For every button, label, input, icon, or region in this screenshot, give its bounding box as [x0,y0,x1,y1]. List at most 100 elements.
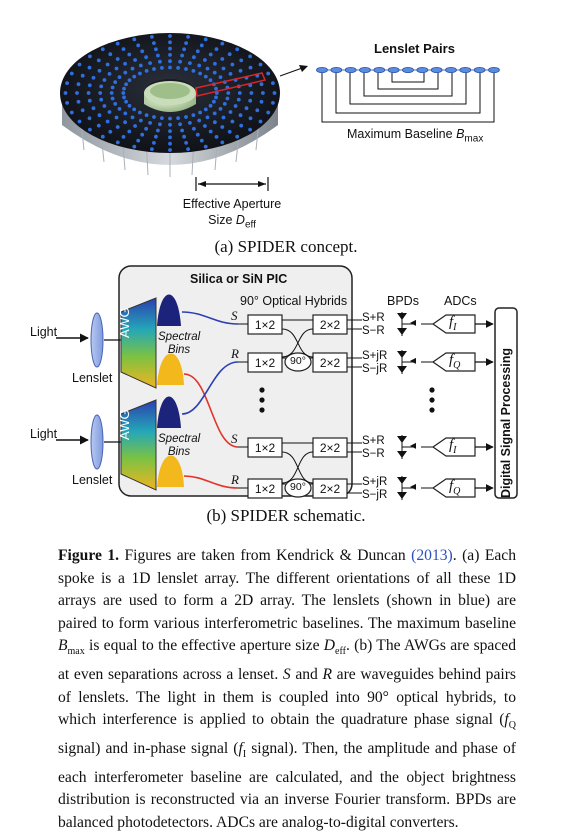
disc-lenslet [77,119,82,124]
disc-lenslet [65,101,69,105]
disc-lenslet [226,91,231,95]
disc-lenslet [220,140,225,145]
output-label: S−jR [362,363,388,375]
disc-lenslet [156,128,160,133]
disc-lenslet [113,102,118,106]
dsp-box [494,307,518,499]
disc-lenslet [255,108,260,113]
disc-lenslet [212,111,217,116]
coupler-2x2-label: 2×2 [319,482,341,496]
disc-lenslet [140,132,145,137]
disc-lenslet [150,35,154,39]
disc-lenslet [249,91,254,95]
disc-lenslet [87,98,92,103]
coupler-2x2 [312,352,348,373]
disc-lenslet [238,68,243,73]
disc-lenslet [205,66,210,71]
disc-lenslet [220,41,225,46]
disc-lenslet [113,80,118,84]
output-label: S+jR [362,476,388,488]
disc-lenslet [184,115,188,119]
lenslet-pairs-title: Lenslet Pairs [374,41,455,56]
disc-lenslet [76,82,81,87]
disc-lenslet [227,129,232,134]
disc-lenslet [121,47,126,51]
disc-lenslet [136,43,141,48]
disc-lenslet [197,63,202,68]
disc-lenslet [97,113,102,118]
disc-lenslet [271,81,275,85]
disc-lenslet [214,47,219,51]
disc-lenslet [102,78,107,82]
ellipsis-dot [429,387,435,393]
light-label-top: Light [30,325,58,339]
disc-lenslet [248,54,253,59]
bpd-diode [397,477,407,484]
disc-lenslet [178,59,183,64]
disc-lenslet [132,144,137,149]
input-label: R [231,472,239,487]
disc-lenslet [136,138,141,143]
bpds-title: BPDs [387,294,419,308]
disc-lenslet [127,129,132,134]
coupler-2x2 [312,437,348,458]
disc-lenslet [138,110,142,115]
citation-link[interactable]: (2013) [411,547,453,564]
disc-lenslet [168,34,172,38]
output-label: S+jR [362,350,388,362]
disc-lenslet [158,122,162,127]
lenslet-bottom [90,414,104,470]
adc-label: fQ [449,478,461,497]
input-label: S [231,308,238,323]
disc-lenslet [258,62,263,67]
disc-lenslet [214,86,218,91]
awg-label-bottom: AWG [117,409,132,440]
disc-lenslet [184,141,189,145]
disc-lenslet [80,73,85,78]
disc-lenslet [110,85,115,90]
figure-caption-paragraph: Figure 1. Figures are taken from Kendric… [58,547,516,831]
arrow-to-pairs [279,65,308,77]
phase-shifter [284,352,312,372]
phase-shifter [284,478,312,498]
disc-lenslet [220,125,225,129]
awg-label-top: AWG [117,307,132,338]
disc-lenslet [77,62,82,67]
disc-lenslet [186,147,191,152]
disc-lenslet [98,91,103,95]
input-optics [56,312,122,470]
disc-lenslet [117,75,122,79]
disc-lenslet [144,113,149,117]
disc-lenslet [130,115,135,120]
disc-lenslet [182,134,187,139]
disc-lenslet [124,99,128,104]
output-label: S−R [362,325,385,337]
disc-lenslet [132,107,137,112]
disc-lenslet [108,52,113,57]
disc-lenslet [139,118,143,123]
lenslet-label-bottom: Lenslet [72,473,113,487]
disc-lenslet [107,110,112,114]
disc-lenslet [69,71,74,76]
spectral-bins-label-bottom: Spectral Bins [158,433,201,458]
central-hub [144,79,196,112]
disc-lenslet [213,61,217,66]
disc-lenslet [203,74,208,79]
disc-lenslet [133,124,138,128]
bpd-arrow-glyph: ◂ [410,438,417,452]
disc-lenslet [208,103,213,108]
disc-lenslet [110,96,115,101]
disc-lenslet [212,70,217,75]
disc-lenslet [168,148,172,152]
disc-lenslet [122,95,126,100]
disc-lenslet [100,47,105,52]
disc-lenslet [154,47,158,52]
waveguides [181,311,239,489]
disc-lenslet [107,72,112,76]
splitter-1x2-label: 1×2 [254,356,276,370]
disc-lenslet [237,91,242,95]
disc-lenslet [213,120,217,125]
disc-lenslet [144,55,149,60]
disc-lenslet [160,116,164,120]
disc-lenslet [105,119,110,124]
